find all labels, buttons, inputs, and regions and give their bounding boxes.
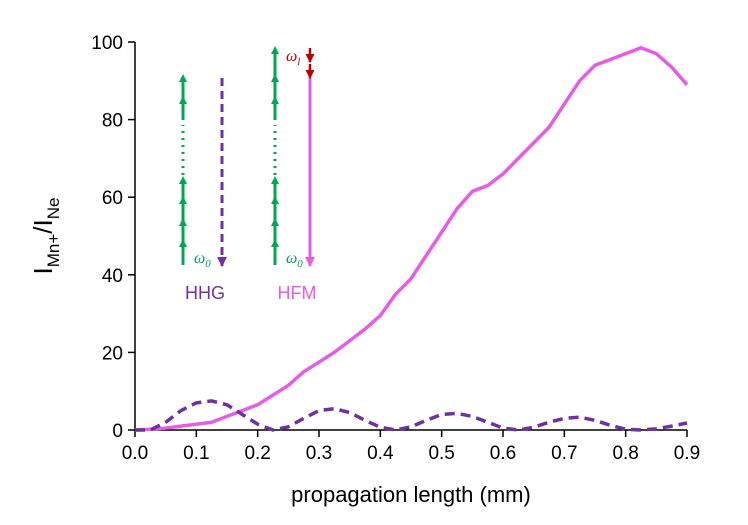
y-tick-label: 100 [91, 33, 123, 54]
y-tick-label: 40 [102, 266, 123, 287]
x-tick-label: 0.8 [612, 443, 638, 464]
x-tick-label: 0.0 [122, 443, 148, 464]
y-tick-label: 80 [102, 111, 123, 132]
omega-label: ωl [286, 48, 300, 68]
x-tick-label: 0.2 [244, 443, 270, 464]
x-tick-label: 0.4 [367, 443, 394, 464]
data-line [134, 46, 689, 432]
y-tick-label: 0 [112, 421, 123, 442]
x-tick-label: 0.6 [490, 443, 516, 464]
y-axis-label: IMn+/INe [28, 198, 63, 275]
y-tick-label: 60 [102, 188, 123, 209]
omega-label: ω0 [286, 250, 303, 270]
legend-label: HFM [278, 283, 317, 303]
legend-label: HHG [185, 283, 225, 303]
x-tick-label: 0.3 [306, 443, 332, 464]
x-tick-label: 0.1 [183, 443, 209, 464]
x-tick-label: 0.9 [674, 443, 700, 464]
y-tick-label: 20 [102, 343, 123, 364]
omega-label: ω0 [194, 250, 211, 270]
x-tick-label: 0.7 [551, 443, 577, 464]
inset-diagram: ω0 ω0 ωl HHG HFM [179, 46, 317, 303]
x-tick-label: 0.5 [428, 443, 454, 464]
data-line [135, 399, 688, 432]
x-axis-label: propagation length (mm) [291, 482, 531, 507]
